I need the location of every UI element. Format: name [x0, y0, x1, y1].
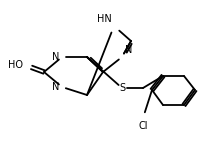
Text: HO: HO — [8, 60, 23, 70]
Text: N: N — [52, 82, 59, 92]
Text: N: N — [52, 52, 59, 62]
Text: HN: HN — [97, 14, 112, 24]
Text: S: S — [119, 83, 125, 93]
Text: Cl: Cl — [138, 121, 148, 131]
Text: N: N — [125, 45, 132, 55]
